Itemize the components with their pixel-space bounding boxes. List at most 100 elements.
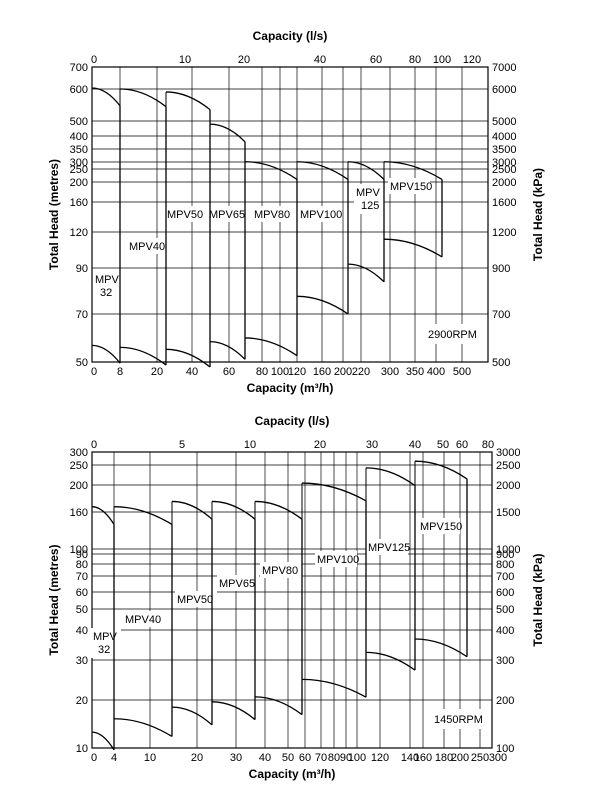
x-bottom-tick-label: 300 <box>489 752 507 764</box>
x-top-tick-label: 50 <box>437 439 449 451</box>
x-bottom-tick-label: 180 <box>435 752 453 764</box>
y-left-tick-label: 40 <box>76 625 88 637</box>
x-bottom-tick-label: 250 <box>471 752 489 764</box>
y-left-tick-label: 60 <box>76 587 88 599</box>
series-curve-bottom <box>244 337 298 357</box>
y-left-tick-label: 50 <box>76 357 88 369</box>
series-label: 32 <box>100 287 112 299</box>
y-left-tick-label: 400 <box>70 131 88 143</box>
y-right-axis-title: Total Head (kPa) <box>531 553 545 646</box>
x-top-tick-label: 80 <box>482 439 494 451</box>
series-label-bg <box>260 562 302 578</box>
y-left-tick-label: 70 <box>76 571 88 583</box>
y-left-tick-label: 600 <box>70 84 88 96</box>
y-right-tick-label: 900 <box>492 263 510 275</box>
y-left-tick-label: 700 <box>70 62 88 74</box>
x-bottom-tick-label: 300 <box>381 366 399 378</box>
series-label: MPV <box>93 631 118 643</box>
x-bottom-tick-label: 120 <box>371 752 389 764</box>
x-bottom-tick-label: 80 <box>256 366 268 378</box>
series-label: MPV100 <box>317 554 359 566</box>
x-bottom-tick-label: 4 <box>111 752 117 764</box>
series-label-bg <box>418 518 460 534</box>
x-top-tick-label: 30 <box>366 439 378 451</box>
y-right-tick-label: 2500 <box>492 164 516 176</box>
x-bottom-tick-label: 0 <box>91 366 97 378</box>
y-right-tick-label: 400 <box>496 625 514 637</box>
y-left-tick-label: 100 <box>70 544 88 556</box>
series-curve-top <box>91 87 121 107</box>
x-top-tick-label: 60 <box>456 439 468 451</box>
series-curve-bottom <box>171 706 213 726</box>
series-label-bg <box>366 539 408 555</box>
series-label: MPV50 <box>177 594 213 606</box>
series-label: 125 <box>361 200 379 212</box>
x-top-tick-label: 60 <box>370 54 382 66</box>
y-right-tick-label: 4000 <box>492 131 516 143</box>
series-label-bg <box>388 178 430 194</box>
x-top-tick-label: 10 <box>244 439 256 451</box>
x-bottom-tick-label: 20 <box>191 752 203 764</box>
y-left-tick-label: 80 <box>76 559 88 571</box>
x-top-tick-label: 120 <box>463 54 481 66</box>
x-bottom-axis-title: Capacity (m³/h) <box>249 767 336 781</box>
rpm-label-bg <box>428 709 488 729</box>
x-bottom-tick-label: 200 <box>451 752 469 764</box>
series-curve-bottom <box>91 344 121 364</box>
plot-frame <box>91 451 493 749</box>
series-label: MPV <box>95 274 120 286</box>
x-bottom-tick-label: 100 <box>348 752 366 764</box>
series-label-bg <box>165 206 207 222</box>
x-bottom-tick-label: 8 <box>117 366 123 378</box>
x-bottom-tick-label: 100 <box>271 366 289 378</box>
series-curve-top <box>171 500 213 520</box>
x-bottom-tick-label: 60 <box>223 366 235 378</box>
y-left-tick-label: 90 <box>76 263 88 275</box>
y-right-tick-label: 5000 <box>492 116 516 128</box>
plot-frame <box>91 66 489 363</box>
y-left-tick-label: 160 <box>70 197 88 209</box>
x-top-tick-label: 40 <box>314 54 326 66</box>
series-curve-top <box>244 161 298 180</box>
series-curve-bottom <box>254 696 303 716</box>
y-right-tick-label: 600 <box>496 587 514 599</box>
x-bottom-tick-label: 200 <box>334 366 352 378</box>
x-bottom-tick-label: 120 <box>288 366 306 378</box>
y-right-tick-label: 1500 <box>496 507 520 519</box>
series-curve-top <box>347 161 385 180</box>
series-curve-top <box>414 460 468 480</box>
series-label: MPV50 <box>167 209 203 221</box>
y-left-tick-label: 200 <box>70 177 88 189</box>
x-bottom-tick-label: 90 <box>340 752 352 764</box>
y-right-axis-title: Total Head (kPa) <box>531 168 545 261</box>
series-curve-top <box>91 506 115 525</box>
series-curve-top <box>211 500 256 520</box>
series-label: MPV40 <box>129 241 165 253</box>
x-bottom-tick-label: 40 <box>186 366 198 378</box>
x-top-axis-title: Capacity (l/s) <box>253 29 328 43</box>
x-top-tick-label: 20 <box>314 439 326 451</box>
series-curve-bottom <box>414 638 468 658</box>
x-top-tick-label: 0 <box>91 439 97 451</box>
x-bottom-tick-label: 20 <box>151 366 163 378</box>
series-label-bg <box>127 238 169 254</box>
series-curve-bottom <box>347 263 385 283</box>
series-curve-top <box>209 123 246 143</box>
x-top-tick-label: 0 <box>91 54 97 66</box>
x-bottom-tick-label: 30 <box>230 752 242 764</box>
series-label-bg <box>315 551 357 567</box>
y-right-tick-label: 300 <box>496 655 514 667</box>
x-top-tick-label: 100 <box>433 54 451 66</box>
series-curve-top <box>383 161 443 180</box>
y-left-tick-label: 120 <box>70 227 88 239</box>
series-curve-bottom <box>165 348 211 368</box>
rpm-label-bg <box>422 324 482 344</box>
y-left-tick-label: 160 <box>70 507 88 519</box>
series-label: MPV65 <box>209 209 245 221</box>
y-right-tick-label: 3000 <box>492 157 516 169</box>
series-label-bg <box>175 591 217 607</box>
y-right-tick-label: 700 <box>492 309 510 321</box>
x-bottom-tick-label: 40 <box>259 752 271 764</box>
